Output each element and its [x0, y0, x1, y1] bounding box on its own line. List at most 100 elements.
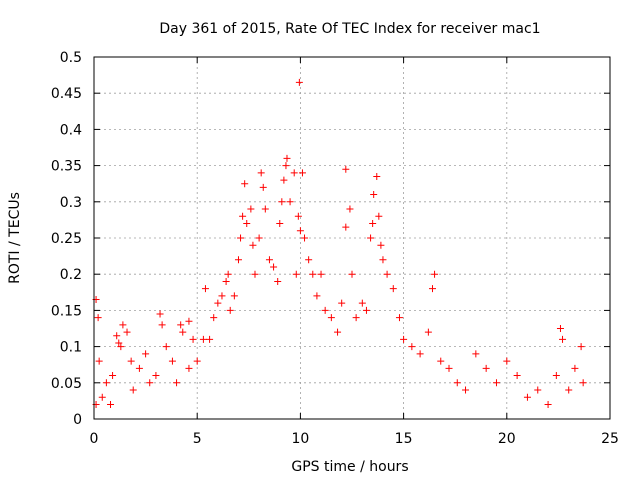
data-point — [261, 205, 269, 213]
data-point — [379, 256, 387, 264]
data-point — [185, 317, 193, 325]
data-point — [201, 285, 209, 293]
data-point — [552, 372, 560, 380]
data-point — [249, 241, 257, 249]
data-point — [296, 227, 304, 235]
data-point — [346, 205, 354, 213]
y-axis-ticks: 0 0.05 0.1 0.15 0.2 0.25 0.3 0.35 0.4 0.45 0.5 — [51, 50, 610, 428]
y-tick-label: 0.15 — [51, 303, 82, 319]
data-point — [276, 220, 284, 228]
grid-lines — [94, 57, 610, 419]
data-point — [224, 270, 232, 278]
data-point — [98, 393, 106, 401]
data-point — [259, 183, 267, 191]
data-point — [327, 314, 335, 322]
data-point — [305, 256, 313, 264]
data-point — [257, 169, 265, 177]
data-point — [206, 335, 214, 343]
data-point — [222, 277, 230, 285]
data-point — [226, 306, 234, 314]
data-point — [579, 379, 587, 387]
data-point — [265, 256, 273, 264]
data-point — [352, 314, 360, 322]
data-point — [472, 350, 480, 358]
data-point — [503, 357, 511, 365]
data-point — [424, 328, 432, 336]
data-point — [513, 372, 521, 380]
data-point — [317, 270, 325, 278]
x-axis-label: GPS time / hours — [291, 459, 408, 475]
y-tick-label: 0.35 — [51, 159, 82, 175]
data-point — [377, 241, 385, 249]
data-point — [367, 234, 375, 242]
data-point — [129, 386, 137, 394]
y-tick-label: 0.3 — [60, 195, 82, 211]
data-point — [309, 270, 317, 278]
data-point — [298, 169, 306, 177]
x-tick-label: 5 — [193, 431, 202, 447]
data-point — [445, 364, 453, 372]
data-point — [431, 270, 439, 278]
data-point — [375, 212, 383, 220]
plot-frame — [93, 56, 611, 420]
data-point — [177, 321, 185, 329]
data-point — [199, 335, 207, 343]
data-point — [408, 343, 416, 351]
data-point — [342, 223, 350, 231]
data-point — [428, 285, 436, 293]
data-point — [362, 306, 370, 314]
x-tick-label: 0 — [90, 431, 99, 447]
data-point — [295, 78, 303, 86]
data-point — [210, 314, 218, 322]
data-point — [358, 299, 366, 307]
data-point — [373, 172, 381, 180]
data-point — [168, 357, 176, 365]
y-tick-label: 0 — [73, 412, 82, 428]
data-point — [239, 212, 247, 220]
data-point — [482, 364, 490, 372]
data-point — [173, 379, 181, 387]
y-tick-label: 0.5 — [60, 50, 82, 66]
y-tick-label: 0.1 — [60, 340, 82, 356]
data-point — [230, 292, 238, 300]
data-point — [251, 270, 259, 278]
data-point — [462, 386, 470, 394]
data-point — [286, 198, 294, 206]
data-point — [278, 198, 286, 206]
data-point — [158, 321, 166, 329]
data-point — [247, 205, 255, 213]
data-point — [400, 335, 408, 343]
data-point — [127, 357, 135, 365]
data-point — [185, 364, 193, 372]
y-tick-label: 0.25 — [51, 231, 82, 247]
data-point — [492, 379, 500, 387]
data-point — [565, 386, 573, 394]
data-point — [283, 154, 291, 162]
data-point — [370, 191, 378, 199]
data-point — [189, 335, 197, 343]
data-point — [95, 357, 103, 365]
data-point — [234, 256, 242, 264]
data-point — [274, 277, 282, 285]
data-point — [255, 234, 263, 242]
data-point — [237, 234, 245, 242]
x-tick-label: 15 — [395, 431, 413, 447]
data-point — [241, 180, 249, 188]
data-point — [282, 162, 290, 170]
data-point — [571, 364, 579, 372]
data-point — [294, 212, 302, 220]
data-point — [214, 299, 222, 307]
data-point — [544, 401, 552, 409]
data-point — [162, 343, 170, 351]
data-point — [218, 292, 226, 300]
data-point — [123, 328, 131, 336]
data-point — [348, 270, 356, 278]
data-point — [556, 325, 564, 332]
data-point — [301, 234, 309, 242]
data-point — [115, 339, 123, 347]
data-point — [292, 270, 300, 278]
data-point — [369, 220, 377, 228]
data-point — [313, 292, 321, 300]
y-tick-label: 0.05 — [51, 376, 82, 392]
